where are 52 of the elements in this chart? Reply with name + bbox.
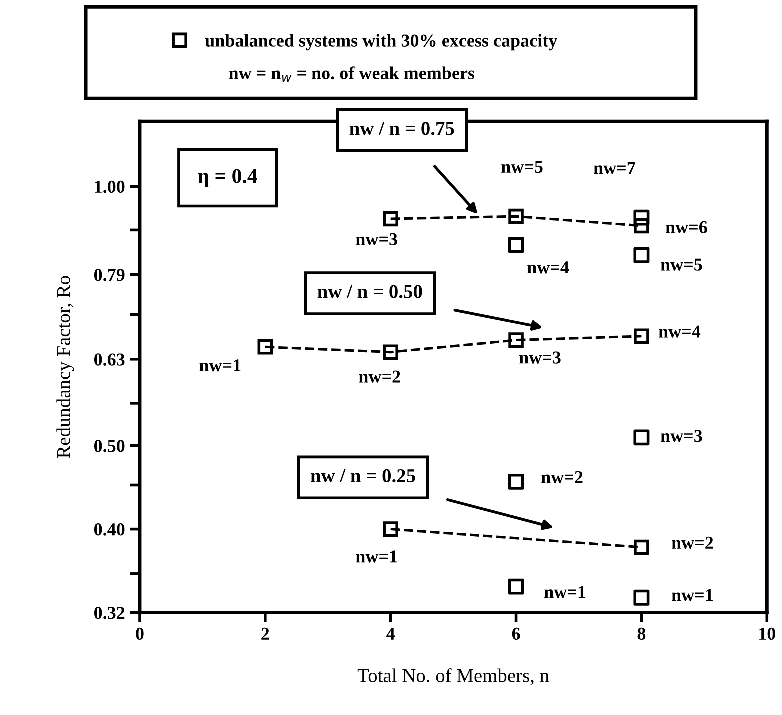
point <box>634 430 650 446</box>
x-tick-label: 6 <box>512 628 520 640</box>
annotation: nw=2 <box>672 536 714 550</box>
annotation: nw=6 <box>666 221 708 234</box>
annotation: nw=2 <box>542 471 583 484</box>
point <box>634 328 650 344</box>
point <box>508 474 524 490</box>
point <box>634 247 650 264</box>
point <box>258 340 274 355</box>
y-tick-label: 1.00 <box>95 180 125 194</box>
point <box>383 522 398 537</box>
annotation: nw=4 <box>528 262 570 274</box>
annotation: nw / n = 0.50 <box>318 285 422 298</box>
annotation: η = 0.4 <box>198 169 258 188</box>
annotation: nw=7 <box>594 162 636 174</box>
x-tick-label: 10 <box>760 628 776 640</box>
text: nw = n$_{w}$ = no. of weak members <box>229 66 475 82</box>
annotation: nw=3 <box>356 233 398 246</box>
annotation: nw=1 <box>356 550 398 563</box>
annotation: nw=3 <box>660 430 702 442</box>
annotation: nw=5 <box>502 161 543 174</box>
annotation: nw=5 <box>660 258 702 271</box>
point <box>634 590 650 606</box>
legend-label: unbalanced systems with 30% excess capacity <box>205 34 558 51</box>
annotation: nw=4 <box>658 326 701 338</box>
x-tick-label: 2 <box>262 628 270 640</box>
annotation: nw / n = 0.75 <box>350 122 454 136</box>
point <box>383 211 398 227</box>
point <box>508 208 524 224</box>
annotation: nw=1 <box>672 589 713 602</box>
y-tick-label: 0.32 <box>94 607 125 620</box>
point <box>508 578 524 595</box>
point <box>508 237 524 254</box>
y-tick-label: 0.40 <box>94 524 125 536</box>
annotation: nw=1 <box>200 360 241 372</box>
x-axis-title: Total No. of Members, n <box>358 668 550 686</box>
y-axis-title: Redundancy Factor, Ro <box>56 276 74 458</box>
point <box>634 210 650 226</box>
y-tick-label: 0.63 <box>94 354 125 366</box>
annotation: nw / n = 0.25 <box>310 469 416 483</box>
y-tick-label: 0.79 <box>94 269 125 282</box>
x-tick-label: 4 <box>386 628 396 640</box>
x-tick-label: 8 <box>638 628 646 640</box>
point <box>634 540 650 556</box>
x-tick-label: 0 <box>136 628 144 640</box>
point <box>383 344 398 360</box>
annotation: nw=1 <box>544 586 586 598</box>
y-tick-label: 0.50 <box>94 440 125 452</box>
point <box>634 218 650 234</box>
annotation: nw=3 <box>520 352 561 364</box>
annotation: nw=2 <box>359 370 400 383</box>
point <box>508 332 524 348</box>
